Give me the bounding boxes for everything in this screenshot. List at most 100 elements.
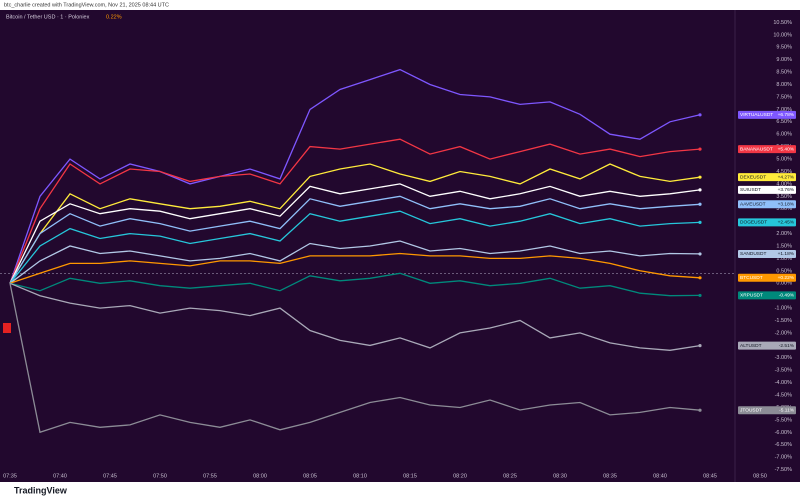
x-tick-label: 08:15 (403, 473, 417, 479)
series-end-label: +3.76% (778, 187, 795, 193)
x-tick-label: 07:50 (153, 473, 167, 479)
legend-label: JTOUSDT (740, 407, 762, 413)
legend-label: SUIUSDT (740, 187, 761, 193)
end-point (698, 188, 702, 192)
series-line (9, 252, 701, 284)
x-tick-label: 08:20 (453, 473, 467, 479)
y-tick-label: 1.00% (776, 256, 792, 262)
chart-subtitle: 0.22% (106, 14, 122, 20)
legend-label: BTCUSDT (740, 275, 763, 281)
series-end-label: +1.18% (778, 251, 795, 257)
legend-label: SANDUSDT (740, 251, 766, 257)
series-label: SANDUSDT +1.18% (738, 249, 796, 258)
y-tick-label: -6.50% (775, 442, 793, 448)
end-point (698, 276, 702, 280)
y-tick-label: 10.50% (773, 20, 792, 26)
series-end-label: -5.11% (779, 407, 795, 413)
y-tick-label: 8.00% (776, 82, 792, 88)
series-end-label: +0.22% (778, 275, 795, 281)
series-label-box (738, 200, 796, 209)
x-tick-label: 08:40 (653, 473, 667, 479)
x-tick-label: 08:50 (753, 473, 767, 479)
y-tick-label: 3.50% (776, 194, 792, 200)
x-tick-label: 07:55 (203, 473, 217, 479)
series-line (9, 183, 701, 284)
series-label-box (738, 145, 796, 154)
end-point (698, 293, 702, 298)
legend-label: BANANAUSDT (740, 146, 773, 152)
x-tick-label: 08:10 (353, 473, 367, 479)
y-tick-label: -3.00% (775, 355, 793, 361)
series-label-box (738, 273, 796, 282)
y-tick-label: -1.00% (775, 306, 793, 312)
series-label: BTCUSDT +0.22% (738, 273, 796, 282)
legend-label: AAVEUSDT (740, 202, 766, 208)
series-end-label: +6.78% (778, 112, 795, 118)
series-label: AAVEUSDT +3.18% (738, 200, 796, 209)
y-tick-label: 3.00% (776, 206, 792, 212)
series-label-box (738, 218, 796, 227)
end-point (698, 252, 702, 256)
series-label: ALTUSDT -2.51% (738, 341, 796, 350)
series-line (9, 195, 701, 284)
y-tick-label: 7.00% (776, 107, 792, 113)
credit: btc_charlie created with TradingView.com… (4, 2, 169, 8)
y-tick-label: 4.00% (776, 181, 792, 187)
y-tick-label: -5.50% (775, 417, 793, 423)
y-tick-label: 9.50% (776, 45, 792, 51)
y-tick-label: -7.50% (775, 467, 793, 473)
series-end-label: +3.18% (778, 202, 795, 208)
footer-strip (0, 482, 800, 501)
y-tick-label: 6.50% (776, 119, 792, 125)
series-end-label: +2.45% (778, 220, 795, 226)
series-line (9, 210, 701, 284)
series-label-box (738, 185, 796, 194)
series-end-label: +5.40% (778, 146, 795, 152)
legend-label: DOGEUSDT (740, 220, 767, 226)
header-strip (0, 0, 800, 10)
legend-label: XRPUSDT (740, 293, 763, 299)
series-end-label: -0.49% (779, 293, 795, 299)
legend-label: DEXEUSDT (740, 174, 766, 180)
series-line (9, 282, 701, 351)
x-tick-label: 07:40 (53, 473, 67, 479)
series-label-box (738, 173, 796, 182)
series-label-box (738, 406, 796, 415)
series-label-box (738, 249, 796, 258)
marker (3, 323, 11, 333)
x-tick-label: 08:25 (503, 473, 517, 479)
x-tick-label: 07:45 (103, 473, 117, 479)
x-tick-label: 08:05 (303, 473, 317, 479)
y-tick-label: 0.50% (776, 268, 792, 274)
series-line (9, 68, 701, 284)
end-point (698, 147, 702, 151)
y-tick-label: -3.50% (775, 368, 793, 374)
y-tick-label: 10.00% (773, 32, 792, 38)
y-tick-label: -2.00% (775, 330, 793, 336)
end-point (698, 175, 702, 179)
end-point (698, 220, 702, 224)
series-label: JTOUSDT -5.11% (738, 406, 796, 415)
series-label: XRPUSDT -0.49% (738, 291, 796, 300)
series-label: BANANAUSDT +5.40% (738, 145, 796, 154)
brand-logo: TradingView (14, 485, 68, 495)
plot (9, 68, 702, 434)
y-tick-label: -7.00% (775, 455, 793, 461)
y-tick-label: 1.50% (776, 243, 792, 249)
end-point (698, 202, 702, 206)
series-line (9, 138, 701, 284)
chart-background (0, 10, 800, 482)
y-tick-label: 2.00% (776, 231, 792, 237)
y-tick-label: 9.00% (776, 57, 792, 63)
y-tick-label: 4.50% (776, 169, 792, 175)
x-tick-label: 08:35 (603, 473, 617, 479)
y-tick-label: 0.00% (776, 281, 792, 287)
end-point (698, 408, 702, 412)
series-label-box (738, 341, 796, 350)
series-line (9, 163, 701, 284)
series-label-box (738, 110, 796, 119)
y-tick-label: -4.50% (775, 393, 793, 399)
series-line (9, 240, 701, 284)
series-label: DOGEUSDT +2.45% (738, 218, 796, 227)
x-tick-label: 08:30 (553, 473, 567, 479)
